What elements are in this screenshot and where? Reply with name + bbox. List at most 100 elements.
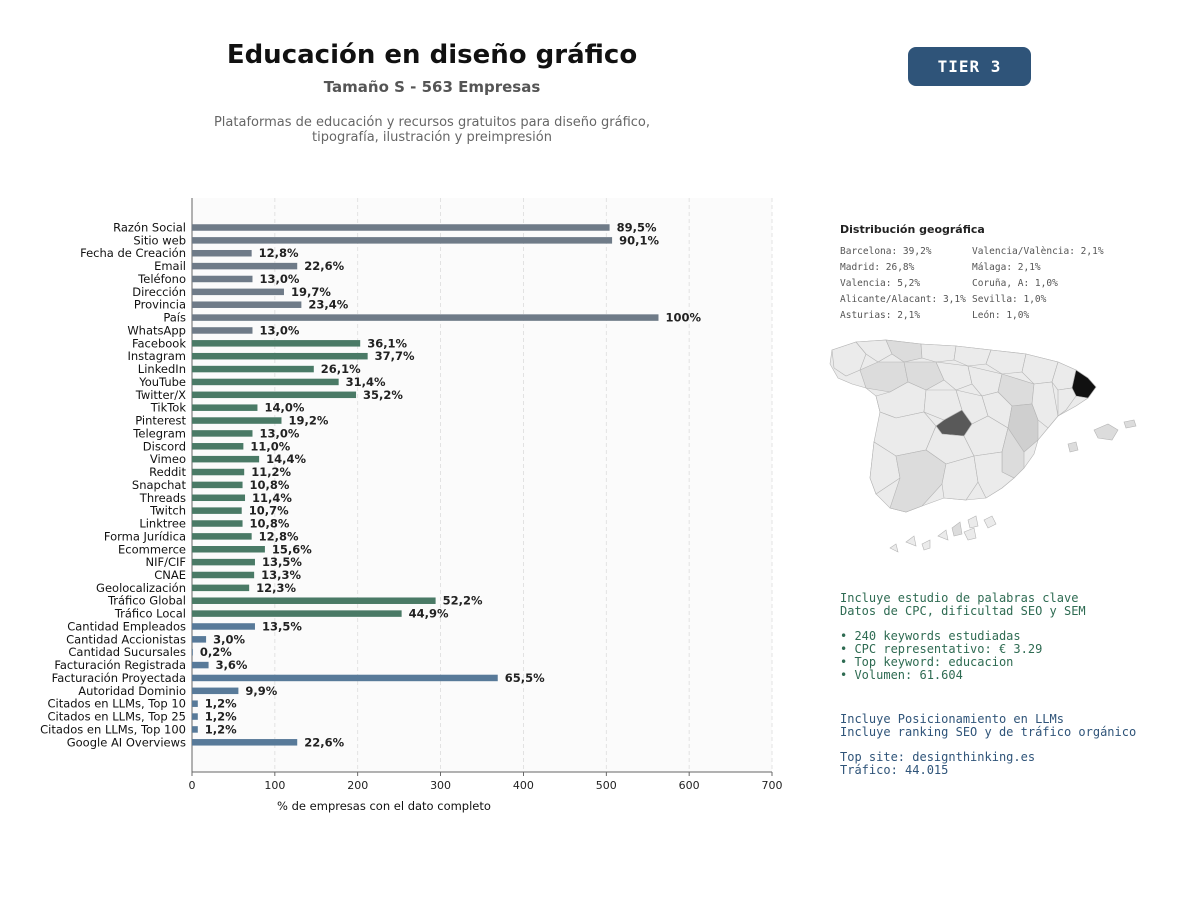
llm-info: Incluye Posicionamiento en LLMs Incluye …: [840, 713, 1136, 777]
x-tick-label: 700: [762, 779, 783, 792]
bar: [192, 636, 207, 643]
y-tick-label: Instagram: [127, 349, 186, 363]
geo-item: Alicante/Alacant: 3,1%: [840, 294, 966, 305]
data-label: 10,7%: [249, 504, 289, 518]
bar: [192, 468, 245, 476]
bar: [192, 352, 368, 360]
y-tick-label: LinkedIn: [138, 362, 186, 376]
bar: [192, 623, 255, 630]
data-label: 13,0%: [259, 323, 299, 337]
map-province: [855, 339, 893, 363]
x-tick-label: 200: [347, 779, 368, 792]
bar: [192, 520, 243, 527]
map-island: [967, 515, 979, 529]
y-tick-label: Citados en LLMs, Top 10: [47, 697, 186, 711]
y-tick-label: Teléfono: [137, 272, 186, 286]
data-label: 89,5%: [617, 221, 657, 235]
geo-item: Valencia: 5,2%: [840, 278, 921, 289]
map-island: [889, 543, 899, 553]
data-label: 44,9%: [409, 607, 449, 621]
data-label: 10,8%: [250, 478, 290, 492]
map-province: [973, 451, 1015, 499]
y-tick-label: CNAE: [154, 568, 186, 582]
bar: [192, 314, 659, 321]
bar: [192, 546, 265, 553]
data-label: 22,6%: [304, 735, 344, 749]
data-label: 14,4%: [266, 452, 306, 466]
x-tick-label: 600: [679, 779, 700, 792]
data-label: 0,2%: [200, 645, 232, 659]
geo-item: Barcelona: 39,2%: [840, 246, 932, 257]
y-tick-label: Facturación Registrada: [54, 658, 186, 672]
y-tick-label: Facturación Proyectada: [52, 671, 186, 685]
data-label: 3,0%: [213, 632, 245, 646]
bar: [192, 726, 198, 733]
y-tick-label: Google AI Overviews: [67, 735, 186, 749]
data-label: 1,2%: [205, 697, 237, 711]
y-tick-label: Linktree: [139, 517, 186, 531]
keywords-bullet: • Top keyword: educacion: [840, 655, 1014, 669]
data-label: 12,3%: [256, 581, 296, 595]
data-label: 23,4%: [308, 298, 348, 312]
bar: [192, 533, 252, 540]
keywords-bullet: • 240 keywords estudiadas: [840, 629, 1021, 643]
data-label: 13,0%: [259, 272, 299, 286]
y-tick-label: Twitter/X: [135, 388, 186, 402]
data-label: 13,5%: [262, 555, 302, 569]
y-tick-label: Ecommerce: [118, 542, 186, 556]
data-label: 100%: [665, 311, 701, 325]
map-province: [920, 343, 957, 363]
y-tick-label: Tráfico Global: [107, 594, 186, 608]
keywords-info: Incluye estudio de palabras clave Datos …: [840, 592, 1086, 682]
data-label: 14,0%: [264, 401, 304, 415]
data-label: 9,9%: [245, 684, 277, 698]
geo-item: Málaga: 2,1%: [972, 262, 1041, 273]
map-province: [953, 345, 992, 367]
page-description: Plataformas de educación y recursos grat…: [202, 115, 662, 145]
bar: [192, 378, 339, 386]
x-axis-label: % de empresas con el dato completo: [277, 799, 491, 813]
top-site: Top site: designthinking.es: [840, 750, 1036, 764]
y-tick-label: Dirección: [132, 285, 186, 299]
bar: [192, 262, 298, 270]
data-label: 37,7%: [375, 349, 415, 363]
data-label: 12,8%: [259, 529, 299, 543]
y-tick-label: Telegram: [132, 426, 186, 440]
data-label: 11,2%: [251, 465, 291, 479]
y-tick-label: Sitio web: [133, 233, 186, 247]
x-tick-label: 0: [189, 779, 196, 792]
x-tick-label: 100: [264, 779, 285, 792]
map-island: [921, 539, 931, 551]
y-tick-label: Citados en LLMs, Top 100: [40, 722, 186, 736]
bar: [192, 417, 282, 424]
y-tick-label: Snapchat: [132, 478, 187, 492]
bar: [192, 674, 498, 682]
y-tick-label: YouTube: [138, 375, 186, 389]
spain-choropleth-map: [829, 339, 1137, 553]
y-tick-label: Threads: [139, 491, 186, 505]
bar: [192, 507, 242, 514]
y-tick-label: Pinterest: [135, 414, 186, 428]
map-province: [1071, 369, 1097, 399]
keywords-bullet: • CPC representativo: € 3.29: [840, 642, 1043, 656]
data-label: 36,1%: [367, 336, 407, 350]
y-tick-label: Forma Jurídica: [104, 529, 186, 543]
keywords-line: Datos de CPC, dificultad SEO y SEM: [840, 604, 1086, 618]
completeness-bar-chart: 0 100 200 300 400 500 600 700 Razón Social 89,5% S…: [40, 198, 783, 813]
geo-item: Coruña, A: 1,0%: [972, 278, 1058, 289]
bar: [192, 391, 357, 399]
geo-item: León: 1,0%: [972, 310, 1030, 321]
top-site-traffic: Tráfico: 44.015: [840, 763, 949, 777]
x-tick-label: 300: [430, 779, 451, 792]
bar: [192, 687, 239, 695]
data-label: 65,5%: [505, 671, 545, 685]
bar: [192, 224, 610, 231]
bar: [192, 288, 284, 296]
keywords-bullet: • Volumen: 61.604: [840, 668, 963, 682]
data-label: 31,4%: [346, 375, 386, 389]
map-province: [885, 339, 923, 363]
y-tick-label: Cantidad Sucursales: [68, 645, 186, 659]
data-label: 11,0%: [250, 439, 290, 453]
y-tick-label: Discord: [143, 439, 186, 453]
description-line-1: Plataformas de educación y recursos grat…: [213, 115, 651, 130]
